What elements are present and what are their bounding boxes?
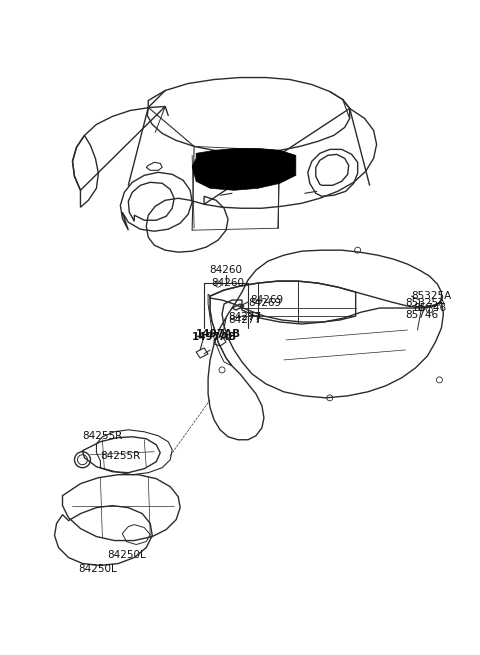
Text: 85746: 85746: [413, 303, 446, 313]
Text: 1497AB: 1497AB: [192, 332, 237, 342]
Text: 84269: 84269: [250, 295, 283, 305]
Text: 84255R: 84255R: [83, 431, 123, 441]
Text: 84250L: 84250L: [108, 550, 146, 559]
Text: 1497AB: 1497AB: [196, 329, 241, 339]
Text: 84260: 84260: [210, 265, 242, 275]
Text: 84255R: 84255R: [100, 451, 141, 460]
Text: 84250L: 84250L: [78, 565, 117, 574]
Text: 85325A: 85325A: [411, 291, 452, 301]
Text: 84269: 84269: [248, 298, 281, 308]
Text: 84277: 84277: [228, 312, 261, 322]
Text: 85746: 85746: [406, 310, 439, 320]
Text: 85325A: 85325A: [406, 298, 446, 308]
Text: 84260: 84260: [212, 278, 244, 288]
Text: 84277: 84277: [228, 315, 261, 325]
Polygon shape: [192, 149, 296, 191]
